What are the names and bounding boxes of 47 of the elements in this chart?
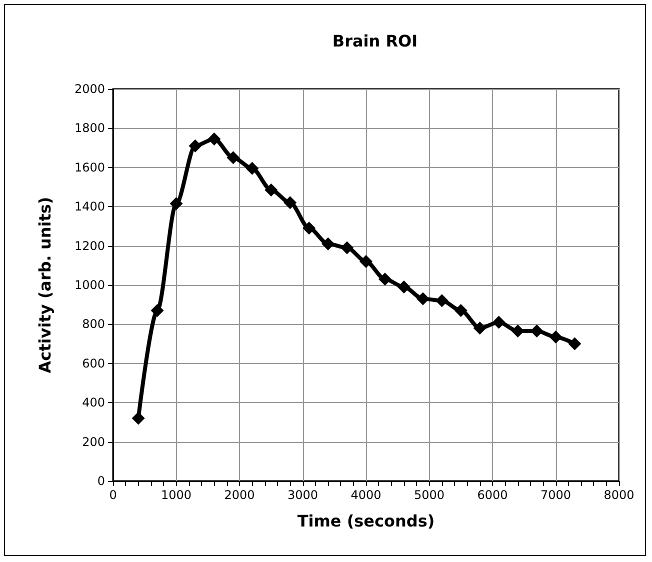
y-tick-label: 600	[82, 356, 105, 370]
point	[340, 241, 354, 254]
x-tick-label: 8000	[604, 488, 634, 502]
y-tick-label: 1600	[74, 160, 105, 174]
point	[568, 337, 582, 350]
point	[226, 151, 240, 164]
point	[435, 294, 448, 308]
point	[397, 280, 410, 294]
point	[264, 183, 278, 196]
point	[530, 324, 544, 338]
y-tick-label: 1800	[74, 121, 105, 136]
chart-title: Brain ROI	[332, 32, 418, 50]
point	[360, 254, 372, 268]
point	[284, 196, 297, 210]
x-tick-label: 1000	[160, 488, 192, 502]
x-tick-label: 6000	[477, 488, 508, 502]
x-tick-label: 7000	[540, 488, 572, 502]
point	[150, 304, 164, 317]
point	[416, 292, 430, 306]
point	[170, 197, 183, 210]
point	[492, 316, 506, 329]
point	[132, 412, 145, 425]
x-tick-label: 2000	[224, 488, 255, 502]
x-axis-title: Time (seconds)	[297, 512, 435, 530]
x-tick-label: 3000	[287, 488, 318, 502]
point	[208, 132, 221, 146]
point	[549, 330, 562, 344]
y-tick-label: 0	[97, 474, 105, 488]
x-tick-label: 5000	[414, 488, 445, 502]
y-tick-label: 400	[82, 396, 105, 410]
y-tick-label: 1200	[74, 238, 105, 253]
point	[246, 162, 259, 175]
point	[302, 222, 316, 235]
y-axis-title: Activity (arb. units)	[36, 196, 54, 374]
x-tick-label: 0	[109, 488, 117, 502]
point	[378, 272, 392, 286]
y-tick-label: 1400	[74, 200, 105, 214]
point	[473, 322, 486, 335]
y-tick-label: 200	[82, 434, 105, 449]
x-tick-label: 4000	[350, 488, 382, 502]
y-tick-label: 1000	[74, 278, 105, 292]
point	[322, 237, 335, 250]
y-tick-label: 2000	[74, 82, 105, 96]
point	[188, 139, 202, 152]
point	[511, 324, 524, 338]
y-tick-label: 800	[82, 317, 105, 332]
point	[454, 304, 468, 317]
